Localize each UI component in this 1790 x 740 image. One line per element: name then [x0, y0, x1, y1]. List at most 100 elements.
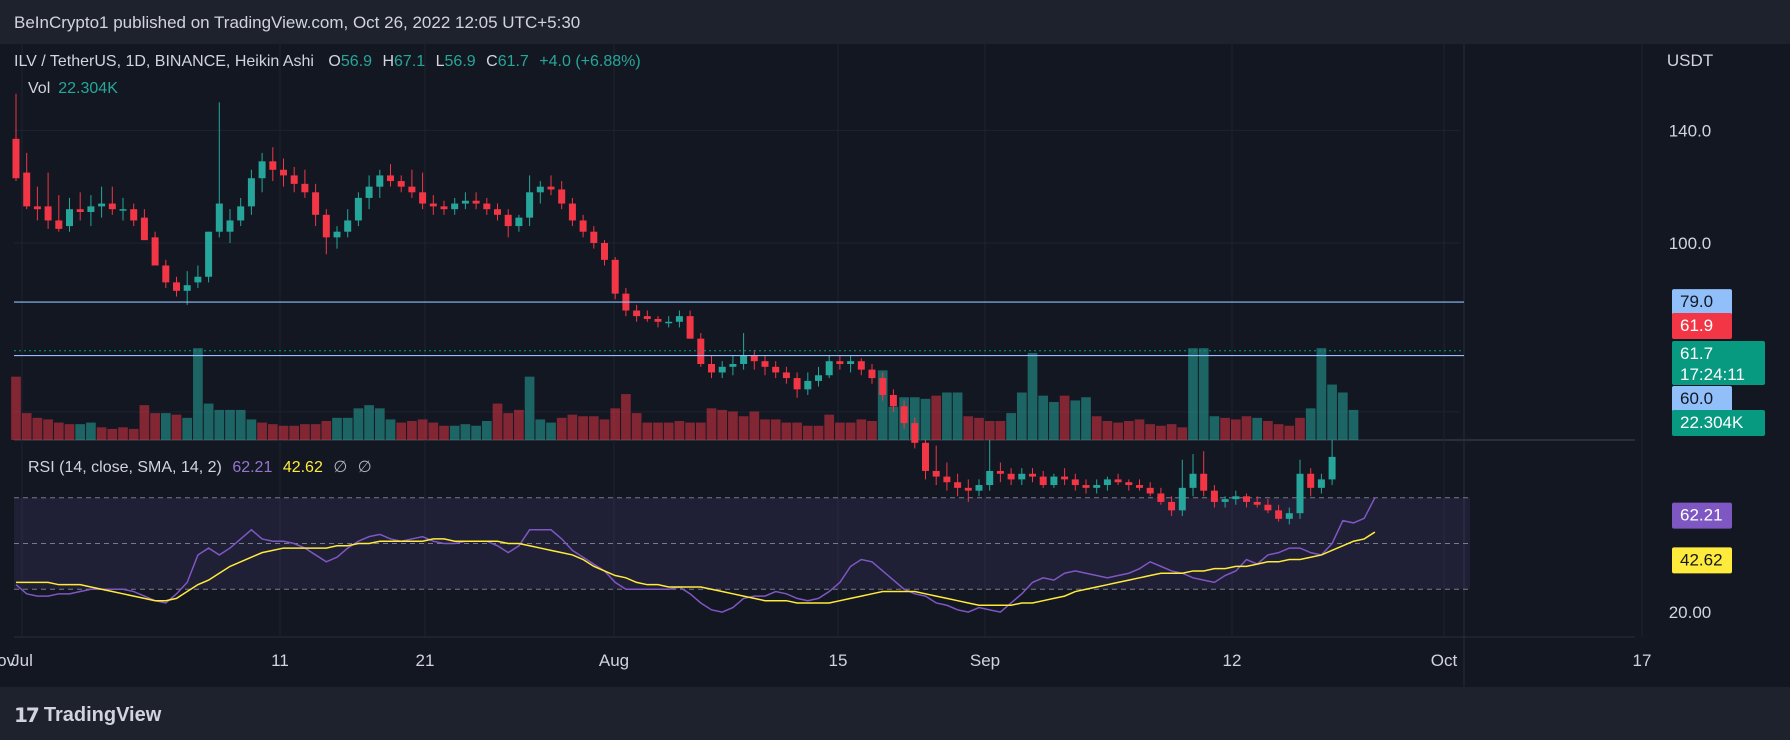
badge-rsi: 62.21	[1672, 502, 1732, 529]
candle-body	[1029, 473, 1036, 477]
volume-bar	[1145, 424, 1156, 440]
xaxis-label: 12	[1223, 651, 1242, 670]
xaxis-label: Nov	[0, 651, 16, 670]
badge-price-last-text: 17:24:11	[1680, 365, 1745, 384]
volume-bar	[695, 422, 706, 440]
volume-bar	[888, 406, 899, 440]
candle-body	[1114, 479, 1122, 483]
candle-body	[750, 355, 758, 362]
volume-bar	[524, 376, 535, 440]
rsi-line	[15, 497, 1376, 613]
volume-bar	[43, 419, 53, 440]
volume-bar	[1177, 427, 1188, 440]
candle-body	[975, 485, 983, 491]
candle-body	[868, 369, 876, 379]
volume-bar	[1230, 419, 1241, 440]
volume-bar	[749, 411, 760, 440]
volume-bar	[203, 403, 214, 440]
candle-body	[301, 183, 309, 193]
rsi-sma-value: 42.62	[282, 459, 323, 476]
volume-bar	[1091, 416, 1102, 440]
volume-bar	[321, 421, 332, 440]
volume-bar	[385, 419, 396, 440]
candle-body	[1275, 510, 1283, 519]
candle-body	[194, 276, 202, 283]
candle-body	[943, 476, 951, 483]
candle-body	[33, 206, 41, 210]
high-label: H	[382, 53, 395, 70]
candle-body	[429, 203, 437, 207]
volume-legend: Vol 22.304K	[28, 80, 118, 98]
close-label: C	[486, 53, 498, 70]
volume-bar	[1337, 392, 1348, 440]
volume-bar	[53, 422, 64, 440]
volume-bar	[802, 425, 813, 440]
high-value: 67.1	[394, 53, 426, 70]
xaxis-label: Oct	[1431, 651, 1458, 670]
candle-body	[708, 364, 715, 373]
badge-line-60-bg	[1672, 386, 1732, 412]
price-tick-140: 140.0	[1669, 121, 1712, 140]
candle-body	[579, 220, 587, 232]
volume-bar	[621, 394, 631, 440]
volume-bar	[760, 419, 770, 440]
candle-body	[1328, 456, 1336, 480]
volume-bar	[182, 417, 193, 440]
volume-bar	[310, 424, 321, 440]
volume-bar	[439, 425, 449, 440]
volume-bar	[503, 413, 514, 440]
volume-bar	[1134, 419, 1145, 440]
volume-bar	[1316, 348, 1327, 440]
candle-body	[1061, 476, 1069, 480]
candle-body	[782, 372, 790, 379]
volume-bar	[86, 422, 96, 440]
volume-bar	[824, 414, 835, 440]
badge-rsi-bg	[1672, 502, 1732, 529]
candle-body	[66, 209, 73, 227]
badge-price-last-bg	[1672, 341, 1765, 385]
candle-body	[483, 203, 491, 210]
candle-body	[793, 378, 801, 390]
volume-bar	[674, 421, 685, 440]
volume-bar	[1284, 425, 1295, 440]
candle-body	[804, 380, 812, 390]
volume-bar	[193, 348, 203, 440]
candle-body	[344, 220, 352, 232]
volume-bar	[128, 428, 139, 440]
volume-bar	[257, 422, 267, 440]
candle-body	[98, 203, 106, 207]
volume-bar	[96, 427, 107, 440]
volume-bar	[792, 422, 802, 440]
volume-bar	[1059, 395, 1070, 440]
chart-area[interactable]	[0, 44, 1790, 687]
volume-bar	[160, 413, 171, 440]
volume-bar	[460, 424, 471, 440]
volume-bar	[546, 422, 556, 440]
candle-body	[911, 423, 919, 443]
volume-bar	[471, 425, 481, 440]
candle-body	[397, 181, 405, 187]
volume-bar	[225, 409, 235, 440]
tradingview-logo[interactable]: 𝟭𝟳 TradingView	[14, 703, 161, 728]
badge-line-79-bg	[1672, 289, 1732, 316]
candle-body	[140, 217, 148, 241]
volume-bar	[663, 422, 674, 440]
volume-bar	[1006, 413, 1016, 440]
low-label: L	[435, 53, 445, 70]
badge-line-60-text: 60.0	[1680, 389, 1713, 408]
badge-sma-text: 42.62	[1680, 550, 1723, 569]
candle-body	[354, 197, 362, 221]
candle-body	[494, 209, 501, 215]
candle-body	[1210, 490, 1218, 502]
candle-body	[568, 203, 576, 221]
volume-bar	[813, 425, 824, 440]
candle-body	[1018, 473, 1026, 480]
publisher-bar: BeInCrypto1 published on TradingView.com…	[0, 0, 1790, 44]
candle-body	[922, 442, 929, 471]
volume-bar	[1102, 421, 1113, 440]
xaxis-label: Jul	[11, 651, 33, 670]
volume-bar	[1123, 421, 1134, 440]
candle-body	[740, 355, 748, 364]
volume-bar	[984, 421, 995, 440]
